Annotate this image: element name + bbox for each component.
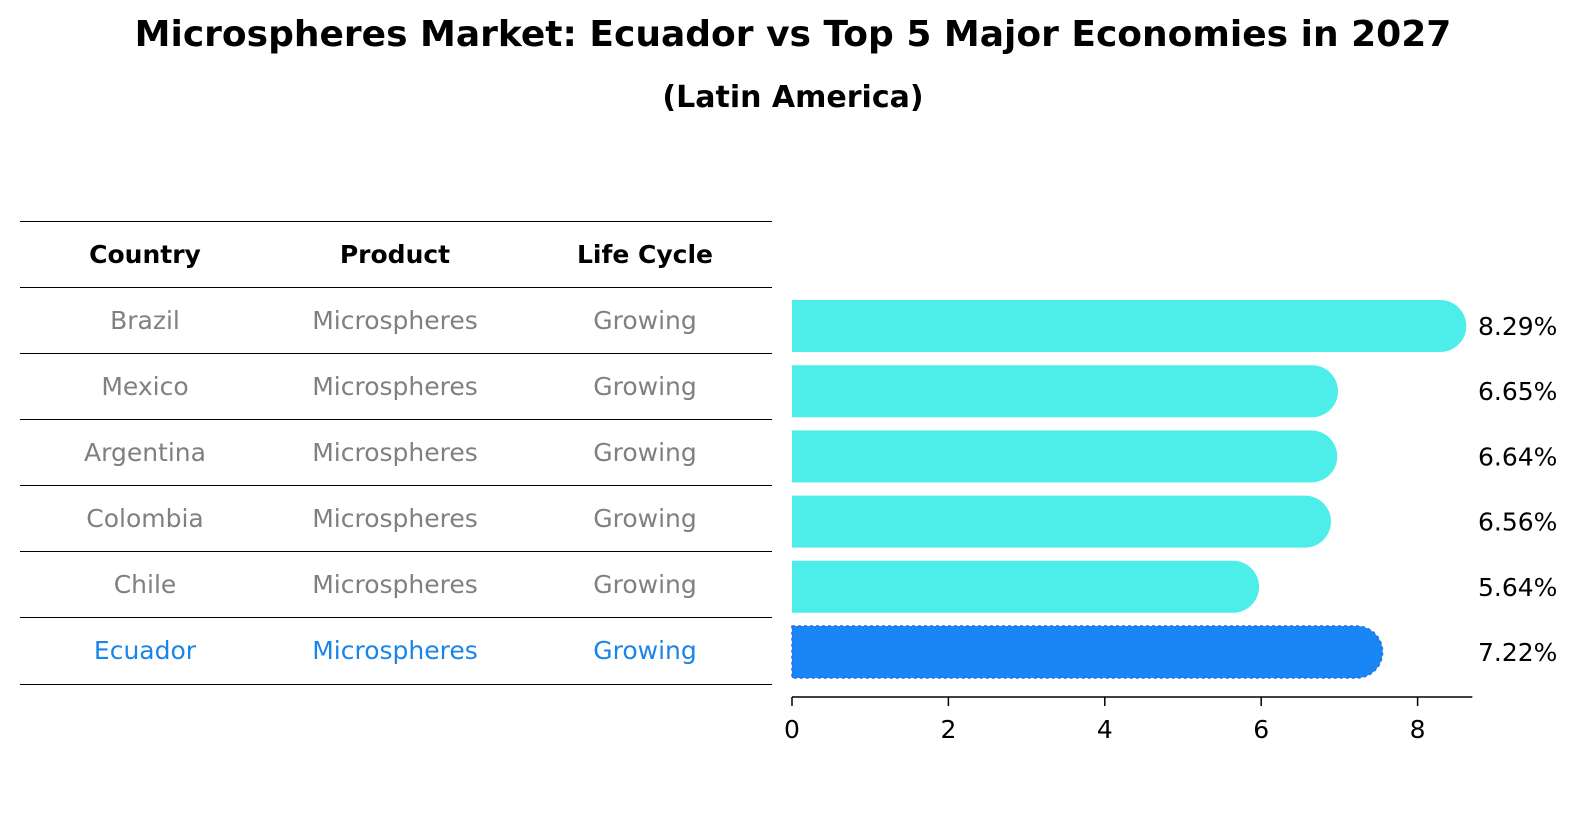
x-tick-label: 2 <box>940 715 956 744</box>
bar-ecuador <box>791 625 1384 679</box>
chart-title: Microspheres Market: Ecuador vs Top 5 Ma… <box>134 14 1452 55</box>
life-cycle-cell: Growing <box>593 306 697 335</box>
x-tick-label: 6 <box>1253 715 1269 744</box>
country-cell: Chile <box>113 570 177 599</box>
product-cell: Microspheres <box>312 570 478 599</box>
country-cell: Ecuador <box>93 636 197 666</box>
table-row-highlight: Ecuador Microspheres Growing <box>20 617 772 685</box>
product-cell: Microspheres <box>312 438 478 467</box>
bar-argentina <box>792 430 1338 483</box>
chart-subtitle: (Latin America) <box>662 80 924 115</box>
product-cell: Microspheres <box>312 372 478 401</box>
data-label: 7.22% <box>1478 638 1557 667</box>
life-cycle-cell: Growing <box>593 636 697 666</box>
bar-mexico <box>792 365 1339 418</box>
table-row: Colombia Microspheres Growing <box>20 485 772 551</box>
header-country: Country <box>89 240 201 269</box>
table-row: Chile Microspheres Growing <box>20 551 772 617</box>
data-label: 6.65% <box>1478 377 1557 406</box>
data-label: 6.64% <box>1478 442 1557 471</box>
product-cell: Microspheres <box>312 306 478 335</box>
data-label: 6.56% <box>1478 508 1557 537</box>
data-label: 8.29% <box>1478 312 1557 341</box>
table-header-row: Country Product Life Cycle <box>20 221 772 287</box>
life-cycle-cell: Growing <box>593 504 697 533</box>
x-tick-label: 4 <box>1097 715 1113 744</box>
data-table: Country Product Life Cycle Brazil Micros… <box>20 221 772 685</box>
table-row: Mexico Microspheres Growing <box>20 353 772 419</box>
country-cell: Argentina <box>84 438 206 467</box>
country-cell: Brazil <box>110 306 180 335</box>
x-tick-label: 0 <box>784 715 800 744</box>
header-product: Product <box>339 240 451 269</box>
life-cycle-cell: Growing <box>593 438 697 467</box>
country-cell: Mexico <box>101 372 189 401</box>
table-row: Brazil Microspheres Growing <box>20 287 772 353</box>
product-cell: Microspheres <box>312 636 478 666</box>
life-cycle-cell: Growing <box>593 570 697 599</box>
bar-colombia <box>792 495 1331 548</box>
country-cell: Colombia <box>86 504 204 533</box>
life-cycle-cell: Growing <box>593 372 697 401</box>
header-life-cycle: Life Cycle <box>576 240 714 269</box>
product-cell: Microspheres <box>312 504 478 533</box>
bar-brazil <box>792 300 1467 352</box>
x-tick-label: 8 <box>1410 715 1426 744</box>
table-row: Argentina Microspheres Growing <box>20 419 772 485</box>
bar-chile <box>792 560 1260 613</box>
data-label: 5.64% <box>1478 573 1557 602</box>
